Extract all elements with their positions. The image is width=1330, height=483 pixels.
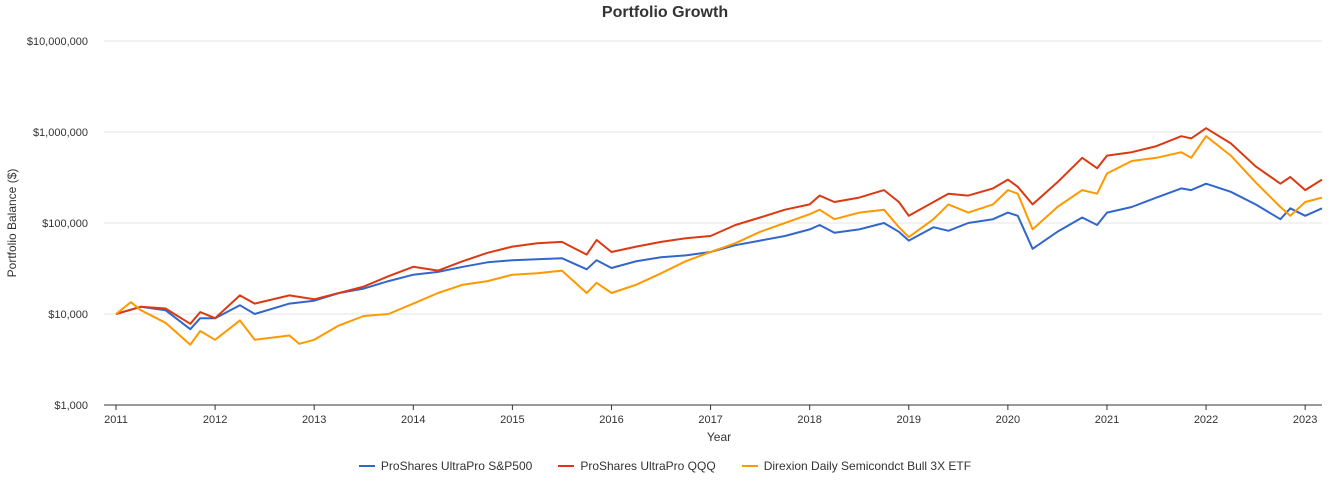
y-axis-title: Portfolio Balance ($) bbox=[5, 169, 19, 278]
x-tick-label: 2019 bbox=[897, 414, 921, 426]
x-tick-label: 2014 bbox=[401, 414, 425, 426]
legend-item[interactable]: ProShares UltraPro QQQ bbox=[558, 459, 716, 473]
legend-item[interactable]: Direxion Daily Semicondct Bull 3X ETF bbox=[741, 459, 972, 473]
y-tick-label: $100,000 bbox=[42, 218, 88, 230]
series-line-1 bbox=[115, 127, 1323, 325]
x-tick-label: 2017 bbox=[698, 414, 722, 426]
y-tick-label: $1,000 bbox=[54, 400, 88, 412]
x-axis-title: Year bbox=[707, 430, 731, 444]
chart-title: Portfolio Growth bbox=[601, 4, 729, 21]
legend-swatch bbox=[558, 465, 575, 467]
legend-label: ProShares UltraPro S&P500 bbox=[380, 459, 533, 473]
x-tick-label: 2013 bbox=[302, 414, 326, 426]
series-lines bbox=[115, 127, 1323, 346]
legend-item[interactable]: ProShares UltraPro S&P500 bbox=[358, 459, 533, 473]
y-axis-ticks: $1,000 $10,000 $100,000 $1,000,000 $10,000,0… bbox=[27, 36, 88, 412]
x-tick-label: 2015 bbox=[500, 414, 524, 426]
x-tick-label: 2018 bbox=[797, 414, 821, 426]
x-tick-label: 2022 bbox=[1194, 414, 1218, 426]
series-line-0 bbox=[115, 182, 1323, 331]
x-tick-label: 2021 bbox=[1095, 414, 1119, 426]
grid-lines bbox=[104, 40, 1322, 406]
y-tick-label: $10,000,000 bbox=[27, 36, 88, 48]
legend-label: ProShares UltraPro QQQ bbox=[580, 459, 716, 473]
y-tick-label: $1,000,000 bbox=[33, 127, 88, 139]
x-tick-label: 2023 bbox=[1293, 414, 1317, 426]
legend-swatch bbox=[358, 465, 375, 467]
x-tick-label: 2016 bbox=[599, 414, 623, 426]
y-tick-label: $10,000 bbox=[48, 309, 88, 321]
series-line-2 bbox=[115, 135, 1323, 346]
x-tick-label: 2011 bbox=[104, 414, 128, 426]
legend-label: Direxion Daily Semicondct Bull 3X ETF bbox=[763, 459, 972, 473]
legend-swatch bbox=[741, 465, 758, 467]
x-tick-label: 2012 bbox=[203, 414, 227, 426]
x-axis-ticks: 2011 2012 2013 2014 2015 2016 2017 2018 2019 2020… bbox=[104, 405, 1317, 426]
x-tick-label: 2020 bbox=[996, 414, 1020, 426]
chart-legend: ProShares UltraPro S&P500 ProShares Ultra… bbox=[0, 459, 1330, 473]
